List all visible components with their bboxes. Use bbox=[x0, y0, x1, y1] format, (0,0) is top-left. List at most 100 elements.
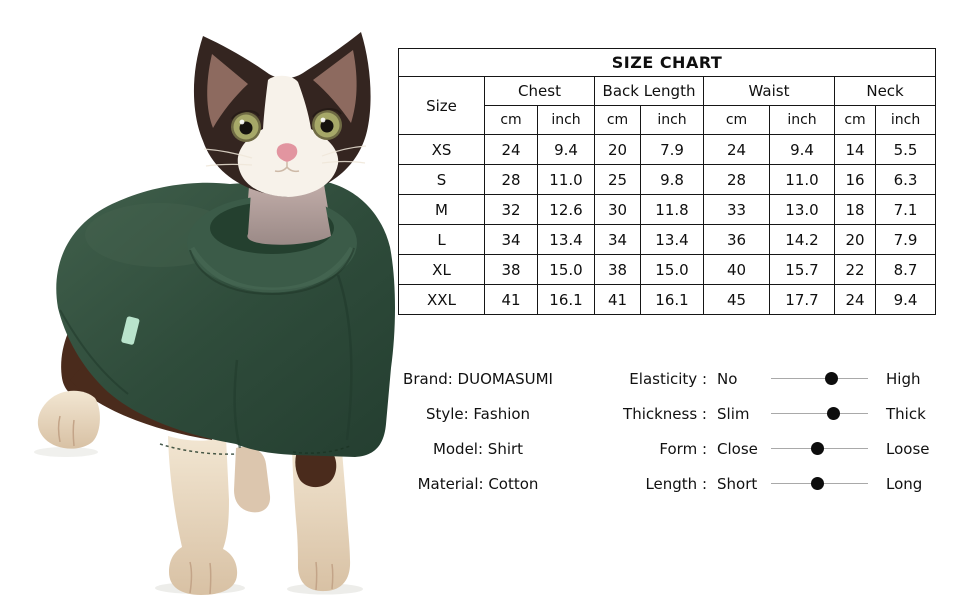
left-inner-ear bbox=[207, 54, 248, 128]
cell: 16 bbox=[834, 164, 876, 195]
cell: 16.1 bbox=[537, 284, 595, 315]
cat-front-leg-right bbox=[292, 438, 351, 592]
unit-chest-cm: cm bbox=[484, 105, 538, 135]
cat-eyes bbox=[231, 108, 342, 142]
cell: 13.0 bbox=[769, 194, 835, 225]
cat-nose bbox=[276, 143, 298, 162]
scale-track bbox=[771, 476, 868, 490]
cell: 40 bbox=[703, 254, 770, 285]
scale-label: Elasticity : bbox=[629, 369, 707, 388]
cell: 9.8 bbox=[640, 164, 704, 195]
unit-neck-inch: inch bbox=[874, 105, 937, 135]
cell: 45 bbox=[703, 284, 770, 315]
col-group-waist: Waist bbox=[703, 76, 835, 106]
product-info-style: Style: Fashion bbox=[425, 404, 531, 423]
unit-back-inch: inch bbox=[640, 105, 704, 135]
cell: 6.3 bbox=[874, 164, 937, 195]
attribute-scales: Elasticity : No High Thickness : Slim Th… bbox=[612, 361, 944, 501]
cell: 34 bbox=[594, 224, 641, 255]
cell: 41 bbox=[594, 284, 641, 315]
cell: 17.7 bbox=[769, 284, 835, 315]
cell: 16.1 bbox=[640, 284, 704, 315]
cell: 11.0 bbox=[537, 164, 595, 195]
scale-max-label: Long bbox=[886, 474, 923, 493]
scale-label: Thickness : bbox=[623, 404, 707, 423]
cell: 24 bbox=[834, 284, 876, 315]
cell: 7.9 bbox=[640, 134, 704, 165]
cell: 13.4 bbox=[640, 224, 704, 255]
size-label: S bbox=[398, 164, 485, 195]
cat-photo bbox=[34, 32, 395, 595]
cell: 34 bbox=[484, 224, 538, 255]
scale-dot bbox=[824, 371, 838, 385]
cell: 32 bbox=[484, 194, 538, 225]
cell: 11.8 bbox=[640, 194, 704, 225]
cell: 7.1 bbox=[874, 194, 937, 225]
cell: 15.7 bbox=[769, 254, 835, 285]
cell: 14.2 bbox=[769, 224, 835, 255]
product-info-model: Model: Shirt bbox=[432, 439, 524, 458]
unit-back-cm: cm bbox=[594, 105, 641, 135]
scale-dot bbox=[811, 441, 825, 455]
col-header-size: Size bbox=[398, 76, 485, 135]
col-group-chest: Chest bbox=[484, 76, 595, 106]
size-chart-table: SIZE CHART Size Chest Back Length Waist … bbox=[397, 48, 937, 315]
product-info: Brand: DUOMASUMI Style: Fashion Model: S… bbox=[392, 361, 564, 501]
product-info-brand: Brand: DUOMASUMI bbox=[403, 369, 553, 388]
scale-min-label: Close bbox=[717, 439, 758, 458]
cell: 38 bbox=[594, 254, 641, 285]
size-row-l: L 34 13.4 34 13.4 36 14.2 20 7.9 bbox=[398, 224, 937, 255]
unit-waist-cm: cm bbox=[703, 105, 770, 135]
cell: 15.0 bbox=[537, 254, 595, 285]
cell: 7.9 bbox=[874, 224, 937, 255]
size-row-s: S 28 11.0 25 9.8 28 11.0 16 6.3 bbox=[398, 164, 937, 195]
cell: 28 bbox=[703, 164, 770, 195]
size-label: XL bbox=[398, 254, 485, 285]
size-row-xxl: XXL 41 16.1 41 16.1 45 17.7 24 9.4 bbox=[398, 284, 937, 315]
cell: 9.4 bbox=[874, 284, 937, 315]
cat-head bbox=[193, 32, 371, 197]
cell: 11.0 bbox=[769, 164, 835, 195]
cell: 5.5 bbox=[874, 134, 937, 165]
col-group-neck: Neck bbox=[833, 76, 937, 106]
cell: 20 bbox=[834, 224, 876, 255]
size-label: L bbox=[398, 224, 485, 255]
cell: 15.0 bbox=[640, 254, 704, 285]
size-label: XS bbox=[398, 134, 485, 165]
cell: 28 bbox=[484, 164, 538, 195]
cell: 12.6 bbox=[537, 194, 595, 225]
cat-front-leg-left bbox=[168, 436, 238, 595]
scale-min-label: Slim bbox=[717, 404, 750, 423]
cell: 9.4 bbox=[769, 134, 835, 165]
scale-min-label: No bbox=[717, 369, 738, 388]
cell: 33 bbox=[703, 194, 770, 225]
product-info-material: Material: Cotton bbox=[417, 474, 539, 493]
size-row-m: M 32 12.6 30 11.8 33 13.0 18 7.1 bbox=[398, 194, 937, 225]
scale-max-label: High bbox=[886, 369, 921, 388]
unit-waist-inch: inch bbox=[769, 105, 835, 135]
cell: 24 bbox=[484, 134, 538, 165]
size-chart-title: SIZE CHART bbox=[397, 48, 937, 77]
scale-max-label: Thick bbox=[886, 404, 926, 423]
scale-label: Form : bbox=[659, 439, 707, 458]
cell: 24 bbox=[703, 134, 770, 165]
whiskers bbox=[203, 145, 367, 167]
scale-track bbox=[771, 371, 868, 385]
scale-track bbox=[771, 406, 868, 420]
cell: 20 bbox=[594, 134, 641, 165]
scale-track bbox=[771, 441, 868, 455]
scale-elasticity: Elasticity : No High bbox=[612, 361, 944, 396]
size-label: XXL bbox=[398, 284, 485, 315]
scale-dot bbox=[811, 476, 825, 490]
scale-length: Length : Short Long bbox=[612, 466, 944, 501]
scale-dot bbox=[826, 406, 840, 420]
right-inner-ear bbox=[313, 50, 357, 123]
scale-max-label: Loose bbox=[886, 439, 930, 458]
scale-min-label: Short bbox=[717, 474, 758, 493]
cell: 8.7 bbox=[874, 254, 937, 285]
leg-brown-patch bbox=[295, 447, 337, 488]
unit-neck-cm: cm bbox=[834, 105, 876, 135]
cell: 38 bbox=[484, 254, 538, 285]
col-group-back-length: Back Length bbox=[594, 76, 704, 106]
